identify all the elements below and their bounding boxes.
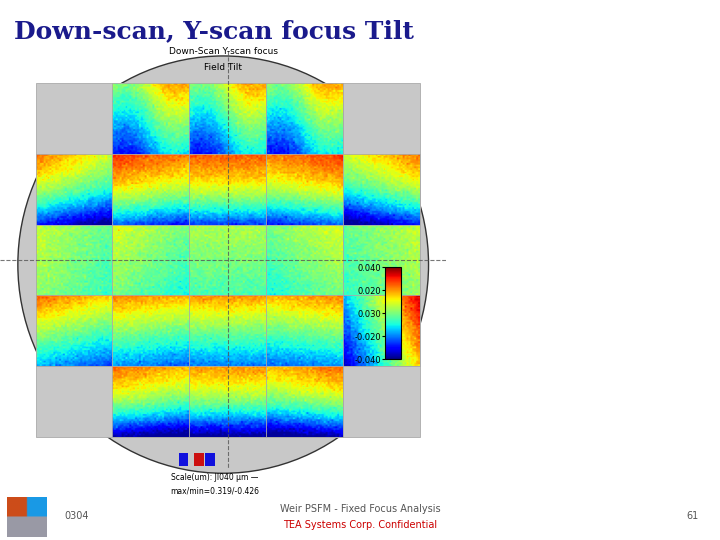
Bar <box>36 154 112 225</box>
Bar <box>343 366 420 437</box>
Bar <box>36 83 112 154</box>
Text: Down-scan, Y-scan focus Tilt: Down-scan, Y-scan focus Tilt <box>14 19 414 43</box>
Bar <box>189 154 266 225</box>
Bar <box>343 225 420 295</box>
Bar <box>189 225 266 295</box>
Bar <box>189 83 266 154</box>
Bar <box>112 154 189 225</box>
Bar <box>189 366 266 437</box>
Text: 61: 61 <box>686 511 698 521</box>
Bar <box>36 225 112 295</box>
Bar <box>36 366 112 437</box>
Bar <box>36 295 112 366</box>
Bar <box>266 366 343 437</box>
Bar <box>112 366 189 437</box>
Text: Field Tilt: Field Tilt <box>204 63 242 72</box>
Bar <box>266 154 343 225</box>
Bar <box>343 295 420 366</box>
Bar <box>189 295 266 366</box>
Bar <box>266 225 343 295</box>
Text: 0304: 0304 <box>65 511 89 521</box>
Bar <box>205 453 215 467</box>
Bar <box>179 453 189 467</box>
Ellipse shape <box>18 56 428 473</box>
Text: Down-Scan Y-scan focus: Down-Scan Y-scan focus <box>168 47 278 56</box>
Bar <box>112 295 189 366</box>
Text: max/min=0.319/-0.426: max/min=0.319/-0.426 <box>170 487 258 496</box>
Text: Scale(um): JI040 μm —: Scale(um): JI040 μm — <box>171 473 258 482</box>
Bar <box>194 453 204 467</box>
Text: Weir PSFM - Fixed Focus Analysis: Weir PSFM - Fixed Focus Analysis <box>279 504 441 514</box>
Bar <box>343 154 420 225</box>
Bar <box>266 83 343 154</box>
Bar <box>266 295 343 366</box>
Bar <box>112 83 189 154</box>
Text: TEA Systems Corp. Confidential: TEA Systems Corp. Confidential <box>283 520 437 530</box>
Bar <box>112 225 189 295</box>
Bar <box>343 83 420 154</box>
